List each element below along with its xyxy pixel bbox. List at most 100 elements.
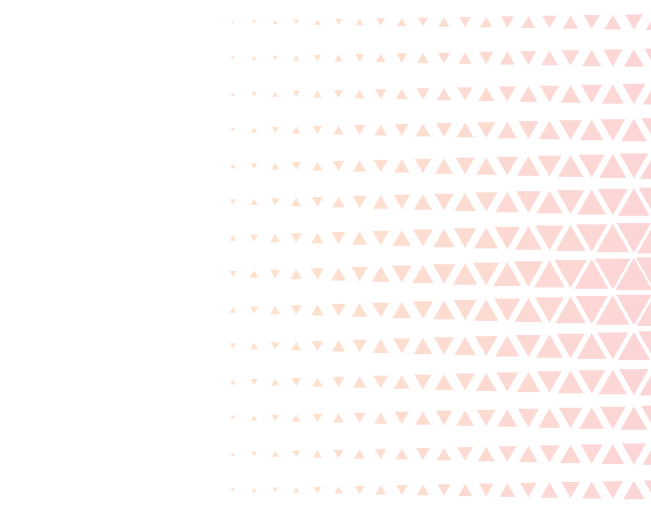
triangle-down: [373, 159, 388, 173]
triangle-down: [602, 481, 623, 499]
triangle-up: [291, 341, 302, 351]
triangle-up: [271, 378, 280, 386]
triangle-down: [313, 54, 321, 62]
triangle-down: [580, 444, 603, 464]
triangle-down: [394, 124, 409, 136]
triangle-down: [432, 264, 456, 284]
triangle-down: [641, 405, 651, 424]
triangle-down: [331, 303, 346, 317]
triangle-down: [535, 225, 564, 251]
triangle-up: [293, 55, 300, 61]
triangle-up: [474, 227, 499, 249]
triangle-up: [642, 450, 651, 465]
triangle-down: [476, 409, 496, 427]
triangle-up: [332, 340, 345, 352]
triangle-up: [333, 125, 344, 135]
triangle-up: [521, 16, 536, 28]
triangle-up: [495, 335, 520, 357]
triangle-up: [541, 50, 558, 66]
triangle-up: [372, 339, 389, 353]
triangle-down: [554, 259, 587, 289]
triangle-up: [270, 305, 280, 315]
triangle-down: [622, 83, 646, 105]
triangle-down: [473, 262, 500, 286]
triangle-up: [516, 371, 540, 393]
triangle-down: [272, 487, 279, 493]
triangle-up: [314, 19, 321, 25]
triangle-down: [291, 377, 301, 387]
triangle-up: [313, 90, 322, 98]
triangle-down: [372, 302, 390, 318]
triangle-down: [638, 331, 651, 354]
triangle-down: [351, 266, 368, 282]
triangle-up: [615, 257, 651, 291]
triangle-down: [270, 198, 280, 206]
triangle-up: [456, 410, 474, 426]
triangle-up: [251, 56, 257, 60]
triangle-down: [272, 55, 278, 61]
triangle-down: [394, 411, 409, 425]
triangle-up: [311, 232, 324, 244]
triangle-down: [250, 163, 258, 169]
triangle-down: [374, 448, 387, 460]
triangle-down: [396, 485, 408, 495]
triangle-down: [335, 18, 342, 26]
triangle-up: [454, 193, 476, 211]
triangle-up: [292, 414, 301, 422]
triangle-down: [513, 261, 543, 287]
triangle-up: [375, 53, 386, 63]
triangle-down: [498, 446, 517, 462]
triangle-down: [434, 193, 454, 211]
triangle-down: [396, 53, 408, 63]
triangle-down: [353, 412, 366, 424]
triangle-down: [250, 234, 258, 242]
triangle-down: [561, 481, 580, 499]
triangle-up: [576, 333, 607, 359]
triangle-down: [494, 226, 520, 250]
triangle-up: [438, 17, 450, 27]
triangle-down: [290, 233, 302, 243]
triangle-down: [479, 51, 494, 65]
triangle-down: [619, 369, 649, 395]
triangle-up: [251, 487, 257, 493]
triangle-down: [312, 126, 322, 134]
triangle-down: [561, 50, 580, 66]
triangle-up: [538, 408, 561, 428]
triangle-up: [604, 14, 622, 30]
triangle-up: [596, 223, 630, 253]
triangle-down: [635, 257, 651, 284]
triangle-up: [555, 225, 586, 251]
triangle-down: [453, 228, 477, 248]
triangle-down: [516, 191, 541, 213]
triangle-up: [395, 88, 408, 100]
triangle-up: [595, 295, 630, 325]
triangle-up: [354, 89, 365, 99]
triangle-up: [519, 86, 538, 102]
triangle-down: [313, 486, 322, 494]
triangle-down: [603, 49, 623, 67]
triangle-down: [435, 410, 453, 426]
triangle-up: [601, 444, 625, 464]
triangle-up: [230, 163, 236, 169]
triangle-up: [371, 266, 390, 282]
triangle-up: [497, 409, 518, 427]
triangle-down: [559, 120, 582, 140]
triangle-down: [643, 480, 651, 493]
triangle-down: [616, 223, 651, 253]
triangle-down: [539, 445, 560, 463]
triangle-up: [433, 228, 455, 248]
triangle-up: [395, 448, 409, 460]
triangle-up: [230, 379, 236, 385]
triangle-down: [515, 334, 542, 358]
triangle-up: [394, 375, 410, 389]
triangle-down: [520, 482, 537, 498]
triangle-down: [250, 306, 259, 314]
triangle-up: [313, 450, 322, 458]
triangle-up: [620, 406, 648, 430]
triangle-down: [372, 230, 389, 246]
triangle-down: [376, 18, 385, 26]
triangle-up: [229, 235, 237, 241]
triangle-up: [560, 444, 582, 464]
triangle-up: [458, 52, 472, 64]
triangle-down: [290, 305, 302, 315]
